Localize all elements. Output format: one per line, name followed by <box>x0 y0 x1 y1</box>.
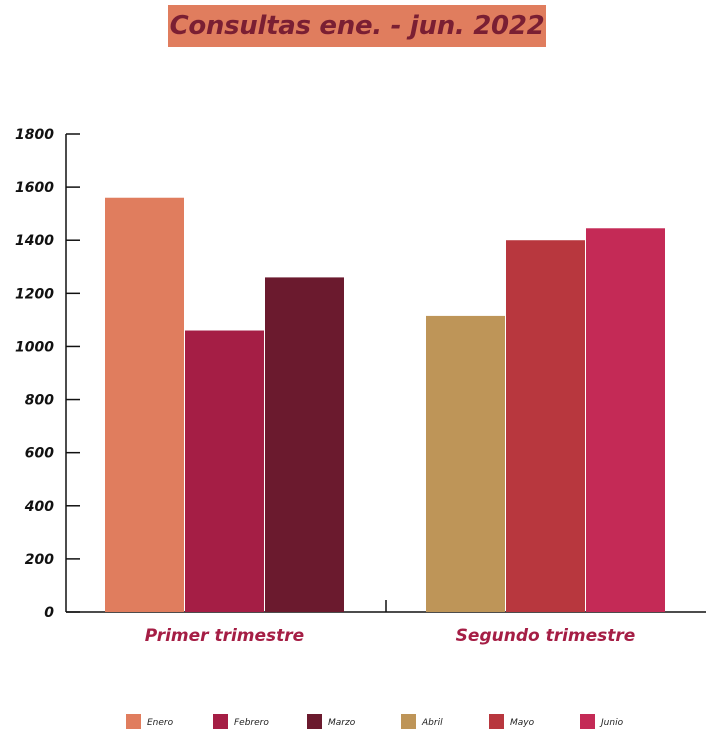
bar-mayo <box>506 240 585 612</box>
y-tick-label: 600 <box>25 446 54 462</box>
y-tick-label: 1600 <box>15 180 54 196</box>
legend-swatch-enero <box>126 714 141 729</box>
legend-label-febrero: Febrero <box>234 718 269 728</box>
y-tick-label: 1200 <box>15 286 54 302</box>
y-tick-label: 1400 <box>15 233 54 249</box>
legend-swatch-mayo <box>489 714 504 729</box>
legend-label-mayo: Mayo <box>510 718 535 728</box>
y-tick-label: 200 <box>25 552 54 568</box>
legend-swatch-febrero <box>213 714 228 729</box>
legend-label-abril: Abril <box>421 718 443 728</box>
y-tick-label: 1800 <box>15 127 54 143</box>
legend-label-enero: Enero <box>147 718 174 728</box>
y-tick-label: 0 <box>44 605 54 621</box>
legend-label-junio: Junio <box>599 718 624 728</box>
category-label: Primer trimestre <box>145 626 304 646</box>
bar-marzo <box>265 277 344 612</box>
bar-abril <box>426 315 505 612</box>
category-label: Segundo trimestre <box>456 626 636 646</box>
chart-title-box: Consultas ene. - jun. 2022 <box>168 5 546 47</box>
y-tick-label: 1000 <box>15 339 54 355</box>
legend-label-marzo: Marzo <box>328 718 356 728</box>
y-tick-label: 800 <box>25 393 54 409</box>
legend-swatch-marzo <box>307 714 322 729</box>
legend-swatch-abril <box>401 714 416 729</box>
bar-junio <box>586 228 665 612</box>
bar-febrero <box>185 330 264 612</box>
y-tick-label: 400 <box>24 499 54 515</box>
legend-swatch-junio <box>580 714 595 729</box>
chart-title: Consultas ene. - jun. 2022 <box>169 11 545 41</box>
bar-enero <box>105 197 184 612</box>
